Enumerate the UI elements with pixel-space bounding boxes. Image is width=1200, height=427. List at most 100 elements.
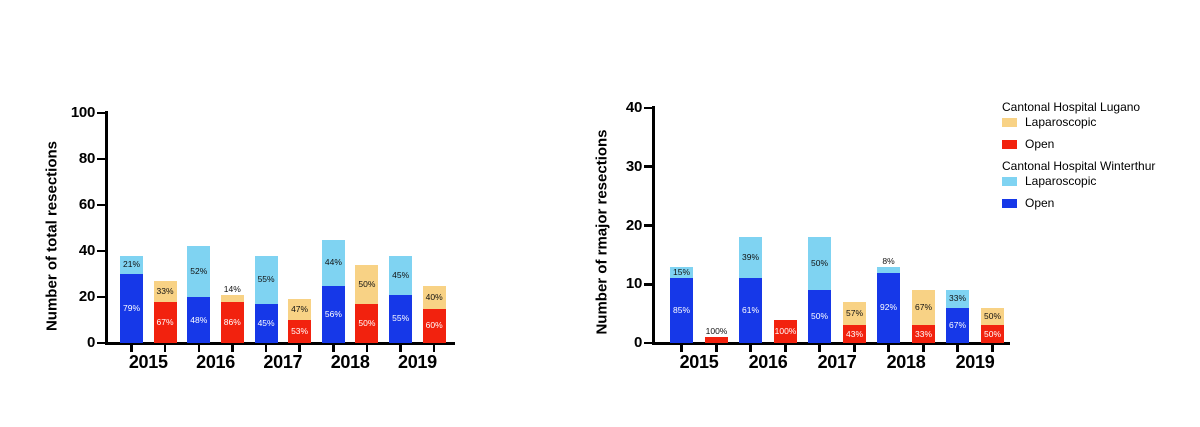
y-tick	[97, 341, 105, 345]
bar-segment-open	[220, 301, 244, 343]
bar-percent-label: 43%	[845, 328, 863, 339]
x-tick-label: 2017	[263, 352, 303, 372]
bar-percent-label: 33%	[948, 293, 966, 304]
bar-percent-label: 55%	[392, 313, 410, 324]
x-tick	[264, 344, 268, 352]
x-tick	[231, 344, 234, 352]
bar-segment-laparoscopic	[946, 290, 969, 308]
bar-percent-label: 21%	[122, 259, 140, 270]
legend-item-label: Open	[1025, 196, 1055, 210]
legend-item-label: Laparoscopic	[1025, 115, 1097, 129]
y-tick	[644, 341, 652, 345]
y-tick-label: 20	[625, 216, 642, 234]
x-tick	[887, 344, 890, 352]
bar-segment-laparoscopic	[808, 237, 831, 291]
bar-percent-label: 33%	[914, 328, 932, 339]
bar-percent-label: 33%	[156, 285, 174, 296]
x-tick	[956, 344, 959, 352]
y-tick	[97, 157, 105, 161]
bar-segment-open	[739, 278, 762, 343]
x-tick	[680, 344, 683, 352]
x-tick-label: 2017	[817, 352, 857, 372]
bar-percent-label: 100%	[705, 326, 728, 337]
bar-segment-laparoscopic	[120, 255, 143, 274]
bar-segment-laparoscopic	[220, 294, 244, 302]
bar-segment-laparoscopic	[877, 266, 900, 273]
x-tick	[298, 344, 301, 352]
legend-group-title: Cantonal Hospital Winterthur	[1002, 159, 1156, 173]
legend-swatch-winterthur-laparoscopic-icon	[1002, 177, 1017, 186]
bar-segment-open	[670, 278, 693, 343]
bar-segment-open	[389, 294, 413, 343]
x-tick-label: 2015	[679, 352, 719, 372]
bar-percent-label: 45%	[392, 269, 410, 280]
y-tick-label: 100	[70, 104, 95, 121]
bar-segment-laparoscopic	[288, 299, 312, 320]
x-tick	[784, 344, 787, 352]
bar-segment-open	[321, 285, 345, 343]
x-tick	[399, 344, 402, 352]
y-axis	[652, 106, 655, 345]
bar-percent-label: 67%	[914, 302, 932, 313]
bar-percent-label: 45%	[257, 317, 275, 328]
bar-percent-label: 85%	[672, 305, 690, 316]
legend-swatch-lugano-open-icon	[1002, 140, 1017, 149]
bar-percent-label: 53%	[291, 326, 309, 336]
x-tick-label: 2018	[330, 352, 370, 372]
y-tick	[97, 295, 105, 299]
x-tick-label: 2019	[398, 352, 437, 372]
legend-item: Open	[1002, 197, 1155, 210]
x-tick-label: 2018	[886, 352, 926, 372]
bar-percent-label: 55%	[257, 274, 275, 285]
bar-percent-label: 47%	[291, 304, 309, 315]
y-axis	[105, 111, 108, 345]
y-tick-label: 40	[78, 242, 95, 259]
bar-segment-open	[355, 303, 379, 343]
bar-percent-label: 67%	[156, 316, 174, 327]
bar-segment-laparoscopic	[422, 285, 446, 309]
bar-segment-laparoscopic	[670, 266, 693, 279]
bar-percent-label: 50%	[983, 311, 1001, 322]
bar-segment-open	[843, 325, 866, 343]
bar-segment-open	[877, 272, 900, 343]
bar-segment-laparoscopic	[739, 237, 762, 279]
bar-percent-label: 40%	[425, 291, 443, 302]
y-tick	[97, 111, 105, 115]
legend-group-title: Cantonal Hospital Lugano	[1002, 100, 1141, 114]
bar-percent-label: 86%	[223, 316, 241, 327]
bar-segment-open	[808, 290, 831, 343]
bar-percent-label: 50%	[358, 317, 376, 328]
legend-item: Laparoscopic	[1002, 175, 1155, 188]
bar-percent-label: 8%	[882, 255, 895, 266]
bar-segment-open	[187, 297, 211, 343]
x-tick	[432, 344, 436, 352]
x-tick	[922, 344, 925, 352]
legend-item-label: Laparoscopic	[1025, 174, 1097, 188]
bar-percent-label: 50%	[810, 258, 828, 269]
bar-percent-label: 67%	[948, 319, 966, 330]
y-tick-label: 30	[625, 157, 642, 175]
bar-percent-label: 57%	[845, 308, 863, 319]
y-tick	[644, 106, 652, 110]
y-tick	[97, 203, 105, 207]
bar-segment-open	[946, 307, 969, 343]
chart-legend: Cantonal Hospital Lugano Laparoscopic Op…	[1002, 101, 1155, 219]
y-tick-label: 60	[78, 196, 95, 213]
bar-percent-label: 50%	[810, 311, 828, 322]
bar-segment-open	[153, 301, 177, 343]
legend-section-winterthur: Cantonal Hospital Winterthur Laparoscopi…	[1002, 160, 1155, 210]
x-tick	[853, 344, 856, 352]
x-tick-label: 2015	[128, 352, 168, 372]
bar-percent-label: 56%	[324, 308, 342, 319]
y-tick-label: 0	[633, 334, 642, 351]
bar-percent-label: 14%	[223, 283, 241, 294]
bar-segment-laparoscopic	[389, 255, 413, 295]
bar-segment-laparoscopic	[355, 264, 379, 304]
bar-segment-laparoscopic	[321, 239, 345, 286]
bar-segment-open	[705, 337, 728, 343]
x-tick-label: 2016	[748, 352, 788, 372]
x-tick	[163, 344, 167, 352]
bar-segment-open	[288, 320, 312, 343]
y-tick-label: 10	[625, 275, 642, 293]
